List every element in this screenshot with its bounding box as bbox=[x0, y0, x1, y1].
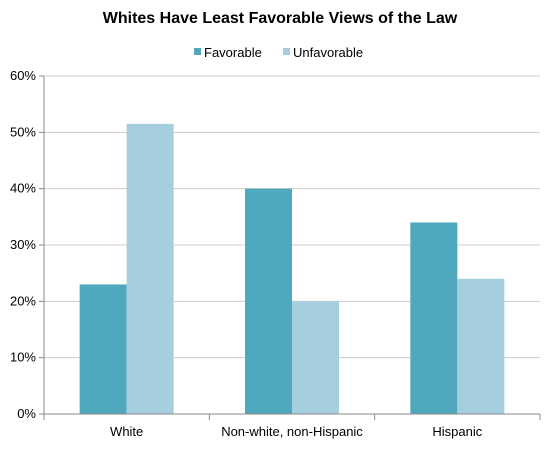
y-tick-label: 60% bbox=[10, 68, 36, 83]
bar-unfavorable-0 bbox=[126, 123, 174, 414]
bar-unfavorable-2 bbox=[457, 278, 505, 414]
chart-title: Whites Have Least Favorable Views of the… bbox=[103, 10, 458, 27]
legend-swatch-favorable bbox=[194, 48, 201, 55]
axes bbox=[43, 76, 540, 415]
bar-favorable-1 bbox=[245, 188, 292, 414]
x-tick-label: Hispanic bbox=[432, 424, 482, 439]
y-axis-ticks: 0% 10% 20% 30% 40% 50% 60% bbox=[10, 68, 44, 421]
legend-label-unfavorable: Unfavorable bbox=[293, 45, 363, 60]
bars bbox=[79, 123, 505, 414]
y-tick-label: 0% bbox=[17, 406, 36, 421]
x-axis-ticks: White Non-white, non-Hispanic Hispanic bbox=[43, 414, 541, 439]
y-tick-label: 40% bbox=[10, 181, 36, 196]
bar-unfavorable-1 bbox=[292, 301, 339, 414]
legend-label-favorable: Favorable bbox=[204, 45, 262, 60]
bar-favorable-0 bbox=[79, 284, 127, 414]
y-tick-label: 20% bbox=[10, 293, 36, 308]
x-tick-label: Non-white, non-Hispanic bbox=[221, 424, 363, 439]
x-tick-label: White bbox=[110, 424, 143, 439]
legend: Favorable Unfavorable bbox=[194, 45, 363, 60]
legend-swatch-unfavorable bbox=[283, 48, 290, 55]
y-tick-label: 30% bbox=[10, 237, 36, 252]
y-tick-label: 10% bbox=[10, 350, 36, 365]
y-tick-label: 50% bbox=[10, 124, 36, 139]
bar-favorable-2 bbox=[410, 222, 458, 414]
